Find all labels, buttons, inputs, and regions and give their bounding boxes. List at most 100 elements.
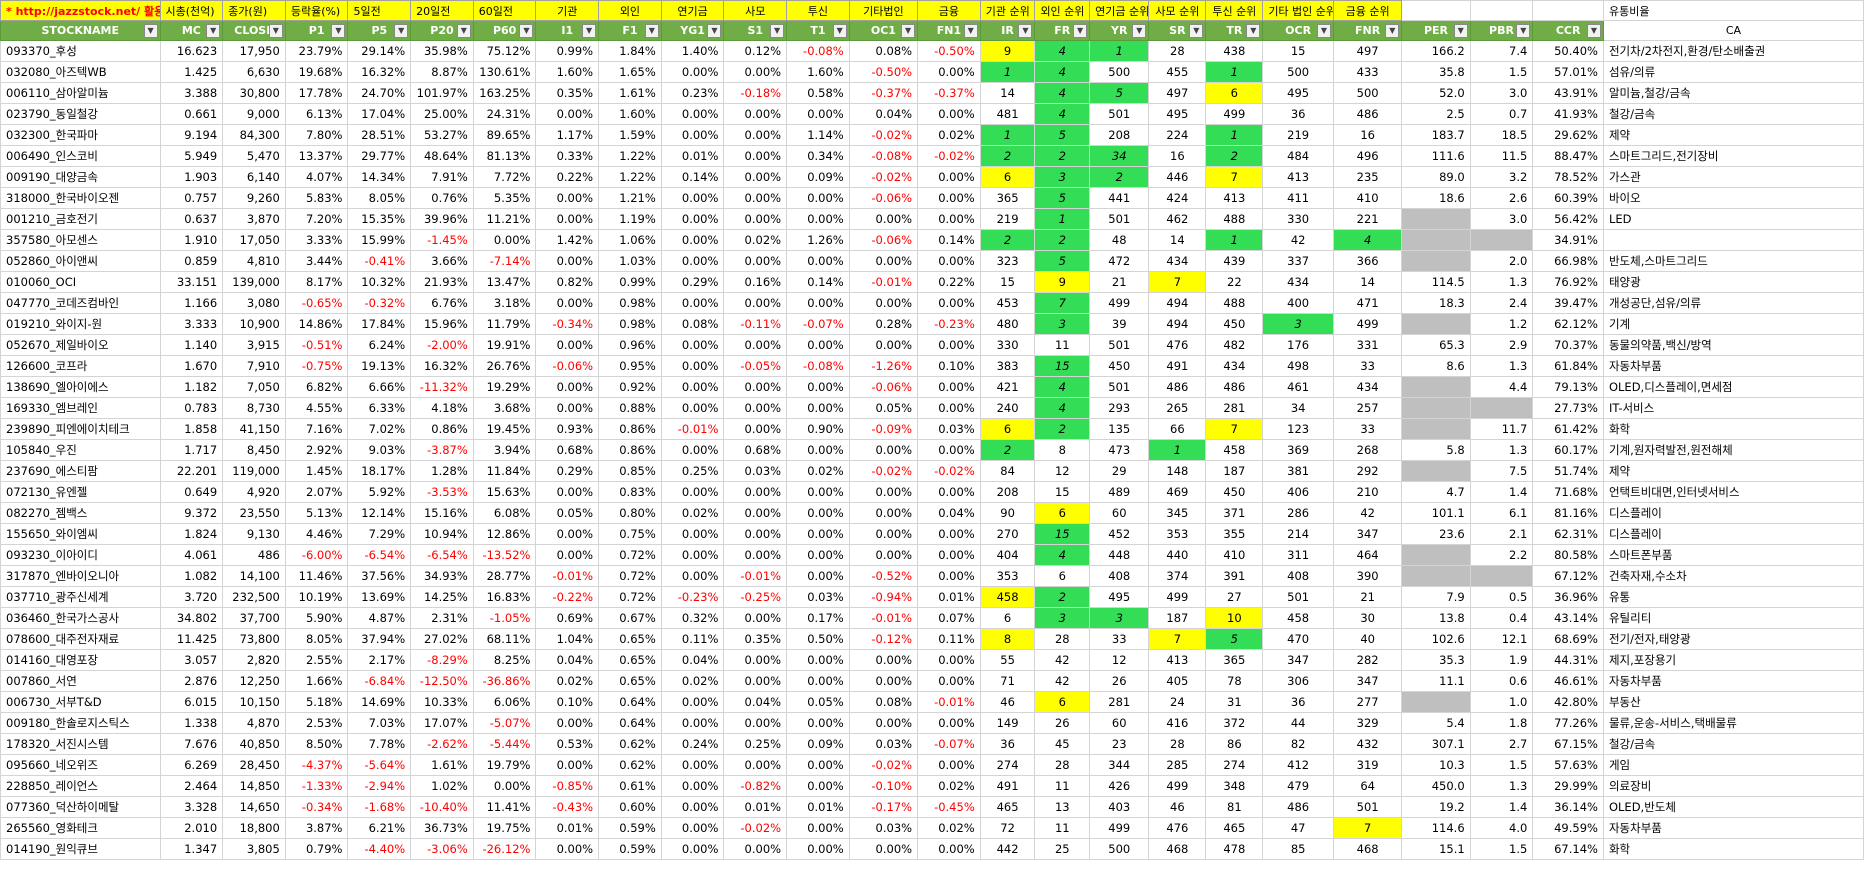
table-cell[interactable]: 353 — [1148, 523, 1207, 545]
table-cell[interactable]: 10.33% — [410, 691, 474, 713]
table-cell[interactable]: -6.54% — [347, 544, 412, 566]
table-cell[interactable]: 2 — [979, 145, 1036, 167]
table-cell[interactable]: 15.16% — [410, 502, 474, 524]
table-cell[interactable]: 56.42% — [1532, 208, 1604, 230]
table-cell[interactable]: 0.08% — [848, 40, 919, 62]
table-cell[interactable]: 부동산 — [1602, 691, 1864, 713]
table-cell[interactable]: 30,800 — [222, 82, 286, 104]
table-cell[interactable]: 0.23% — [660, 82, 725, 104]
stock-name-cell[interactable]: 317870_엔바이오니아 — [0, 565, 161, 587]
table-cell[interactable]: 4.061 — [159, 544, 224, 566]
table-cell[interactable]: 22 — [1205, 271, 1264, 293]
table-cell[interactable]: 0.00% — [535, 250, 600, 272]
table-cell[interactable]: 자동차부품 — [1602, 355, 1864, 377]
table-cell[interactable] — [1401, 250, 1471, 272]
table-row[interactable]: 105840_우진 1.717 8,450 2.92% 9.03% -3.87% 3.94%… — [0, 439, 1864, 461]
table-cell[interactable]: 26 — [1089, 670, 1150, 692]
table-cell[interactable]: 274 — [979, 754, 1036, 776]
table-cell[interactable]: -0.34% — [284, 796, 349, 818]
table-cell[interactable]: -0.45% — [917, 796, 981, 818]
table-cell[interactable]: -0.11% — [723, 313, 788, 335]
table-cell[interactable]: 0.00% — [535, 712, 600, 734]
table-cell[interactable]: 183.7 — [1401, 124, 1471, 146]
table-cell[interactable]: -0.08% — [786, 40, 850, 62]
column-header-f1[interactable]: F1 ▼ — [598, 20, 662, 41]
table-cell[interactable]: -0.85% — [535, 775, 600, 797]
table-cell[interactable]: 1.60% — [598, 103, 662, 125]
table-row[interactable]: 095660_네오위즈 6.269 28,450 -4.37% -5.64% 1.61% 1… — [0, 754, 1864, 776]
table-cell[interactable]: 28 — [1034, 754, 1091, 776]
table-row[interactable]: 178320_서진시스템 7.676 40,850 8.50% 7.78% -2.62% -… — [0, 733, 1864, 755]
table-cell[interactable]: 499 — [1205, 103, 1264, 125]
table-row[interactable]: 317870_엔바이오니아 1.082 14,100 11.46% 37.56% 34.9… — [0, 565, 1864, 587]
table-cell[interactable]: 1 — [979, 61, 1036, 83]
table-cell[interactable]: 0.04% — [723, 691, 788, 713]
stock-name-cell[interactable]: 010060_OCI — [0, 271, 161, 293]
table-cell[interactable]: 동물의약품,백신/방역 — [1602, 334, 1864, 356]
table-cell[interactable]: 0.00% — [786, 649, 850, 671]
table-cell[interactable]: 45 — [1034, 733, 1091, 755]
table-cell[interactable]: -0.02% — [848, 754, 919, 776]
table-cell[interactable]: 470 — [1262, 628, 1334, 650]
table-cell[interactable]: 1.670 — [159, 355, 224, 377]
table-cell[interactable]: 480 — [979, 313, 1036, 335]
table-cell[interactable]: 0.00% — [535, 544, 600, 566]
table-row[interactable]: 006490_인스코비 5.949 5,470 13.37% 29.77% 48.64% 8… — [0, 145, 1864, 167]
table-cell[interactable]: 0.00% — [848, 481, 919, 503]
table-cell[interactable]: 0.00% — [848, 712, 919, 734]
table-cell[interactable]: 1.425 — [159, 61, 224, 83]
table-cell[interactable]: 6.76% — [410, 292, 474, 314]
table-cell[interactable]: 29.99% — [1532, 775, 1604, 797]
table-cell[interactable]: 반도체,스마트그리드 — [1602, 250, 1864, 272]
table-cell[interactable]: 5 — [1034, 124, 1091, 146]
table-cell[interactable]: 13.37% — [284, 145, 349, 167]
table-cell[interactable]: 6.82% — [284, 376, 349, 398]
table-cell[interactable]: 37,700 — [222, 607, 286, 629]
table-cell[interactable]: 2.92% — [284, 439, 349, 461]
table-cell[interactable]: 4 — [1034, 544, 1091, 566]
table-cell[interactable]: 62.31% — [1532, 523, 1604, 545]
table-cell[interactable]: LED — [1602, 208, 1864, 230]
table-cell[interactable]: 14 — [979, 82, 1036, 104]
table-cell[interactable]: 25.00% — [410, 103, 474, 125]
table-cell[interactable]: 187 — [1205, 460, 1264, 482]
table-cell[interactable]: 0.00% — [723, 838, 788, 860]
table-cell[interactable]: 0.68% — [535, 439, 600, 461]
table-cell[interactable]: 0.00% — [723, 208, 788, 230]
table-cell[interactable]: 411 — [1262, 187, 1334, 209]
table-cell[interactable]: 10,900 — [222, 313, 286, 335]
table-cell[interactable]: 0.01% — [917, 586, 981, 608]
table-cell[interactable]: 0.00% — [786, 208, 850, 230]
table-cell[interactable]: 0.00% — [660, 292, 725, 314]
table-cell[interactable]: 9.03% — [347, 439, 412, 461]
table-cell[interactable]: 374 — [1148, 565, 1207, 587]
table-cell[interactable]: -0.01% — [848, 607, 919, 629]
table-cell[interactable]: 1 — [1034, 208, 1091, 230]
table-cell[interactable]: 10.3 — [1401, 754, 1471, 776]
table-cell[interactable]: 16.623 — [159, 40, 224, 62]
table-cell[interactable]: 3.94% — [472, 439, 537, 461]
table-cell[interactable]: 79.13% — [1532, 376, 1604, 398]
table-cell[interactable]: 458 — [979, 586, 1036, 608]
table-cell[interactable]: 344 — [1089, 754, 1150, 776]
table-cell[interactable]: 5.18% — [284, 691, 349, 713]
table-cell[interactable]: 2.010 — [159, 817, 224, 839]
table-cell[interactable]: 6.015 — [159, 691, 224, 713]
table-cell[interactable]: 0.00% — [917, 334, 981, 356]
table-cell[interactable]: -2.00% — [410, 334, 474, 356]
table-cell[interactable]: 0.00% — [660, 124, 725, 146]
table-cell[interactable]: 5.4 — [1401, 712, 1471, 734]
table-cell[interactable]: 76.92% — [1532, 271, 1604, 293]
table-cell[interactable]: 40 — [1332, 628, 1403, 650]
table-cell[interactable]: -3.06% — [410, 838, 474, 860]
table-cell[interactable]: 4.46% — [284, 523, 349, 545]
table-cell[interactable]: 1.5 — [1469, 61, 1534, 83]
table-cell[interactable]: 484 — [1262, 145, 1334, 167]
table-cell[interactable]: 33 — [1332, 355, 1403, 377]
table-cell[interactable]: 36 — [1262, 691, 1334, 713]
table-cell[interactable]: 4 — [1034, 82, 1091, 104]
table-cell[interactable]: 39.96% — [410, 208, 474, 230]
table-cell[interactable]: 10.94% — [410, 523, 474, 545]
table-cell[interactable]: 0.00% — [917, 670, 981, 692]
table-cell[interactable]: 9,260 — [222, 187, 286, 209]
